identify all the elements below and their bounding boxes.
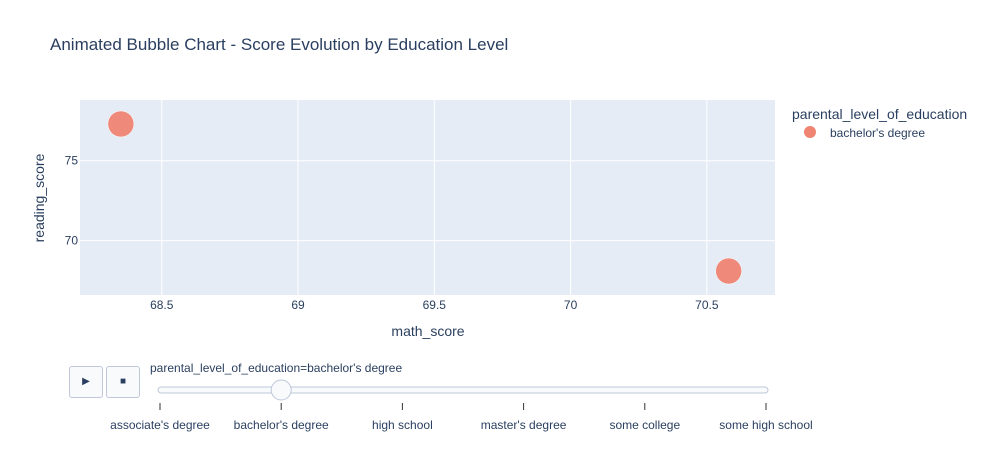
y-tick-label: 75 (65, 154, 79, 168)
legend-marker-icon (804, 126, 816, 138)
x-tick-label: 69.5 (423, 298, 447, 312)
slider-current-value: parental_level_of_education=bachelor's d… (150, 361, 402, 375)
slider-step-label[interactable]: some high school (719, 418, 812, 432)
x-tick-label: 68.5 (150, 298, 174, 312)
slider-step-label[interactable]: high school (372, 418, 433, 432)
x-tick-label: 69 (291, 298, 305, 312)
slider-handle[interactable] (270, 379, 292, 401)
slider-steps: associate's degree bachelor's degree high … (110, 403, 813, 432)
legend-label: bachelor's degree (830, 126, 925, 140)
x-tick-label: 70.5 (695, 298, 719, 312)
stop-button[interactable]: ■ (106, 366, 140, 398)
stop-icon: ■ (119, 376, 127, 387)
legend: parental_level_of_education bachelor's d… (792, 106, 967, 140)
bubble-markers (107, 110, 742, 285)
grid-lines (80, 100, 775, 295)
slider-step-label[interactable]: associate's degree (110, 418, 210, 432)
animation-slider[interactable]: parental_level_of_education=bachelor's d… (110, 361, 813, 432)
play-button[interactable]: ▶ (69, 366, 103, 398)
legend-item-bachelors-degree[interactable]: bachelor's degree (804, 126, 925, 140)
y-axis-title: reading_score (31, 153, 47, 242)
tick-labels: 68.5 69 69.5 70 70.5 70 75 (65, 154, 719, 312)
bubble-point[interactable] (715, 257, 742, 285)
bubble-point[interactable] (107, 110, 135, 138)
y-tick-label: 70 (65, 234, 79, 248)
slider-step-label[interactable]: bachelor's degree (234, 418, 329, 432)
play-icon: ▶ (82, 376, 90, 387)
slider-step-label[interactable]: some college (609, 418, 680, 432)
plot-area (80, 100, 775, 295)
slider-rail[interactable] (157, 386, 769, 394)
chart-title: Animated Bubble Chart - Score Evolution … (50, 35, 508, 54)
x-axis-title: math_score (391, 323, 464, 339)
legend-title: parental_level_of_education (792, 106, 967, 122)
x-tick-label: 70 (564, 298, 578, 312)
slider-step-label[interactable]: master's degree (481, 418, 567, 432)
